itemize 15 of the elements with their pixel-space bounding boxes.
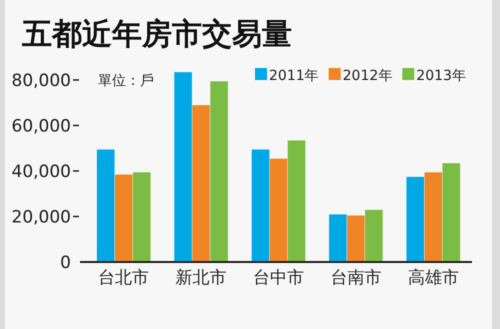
x-tick-label: 台南市 <box>330 268 382 288</box>
legend-label: 2011年 <box>269 68 319 84</box>
chart-title: 五都近年房市交易量 <box>21 17 292 52</box>
y-tick-label: 20,000 <box>12 207 71 228</box>
x-tick-label: 台北市 <box>98 268 150 288</box>
x-tick-label: 高雄市 <box>408 268 459 288</box>
legend-label: 2012年 <box>342 68 392 84</box>
x-tick-label: 台中市 <box>253 268 304 288</box>
legend-label: 2013年 <box>416 68 466 84</box>
x-tick-label: 新北市 <box>176 268 227 288</box>
y-tick-label: 40,000 <box>12 162 71 182</box>
y-tick-label: 0 <box>60 253 71 273</box>
y-tick-label: 60,000 <box>12 116 71 136</box>
y-tick-label: 80,000 <box>12 70 71 91</box>
annotation: 單位：戶 <box>98 73 154 89</box>
